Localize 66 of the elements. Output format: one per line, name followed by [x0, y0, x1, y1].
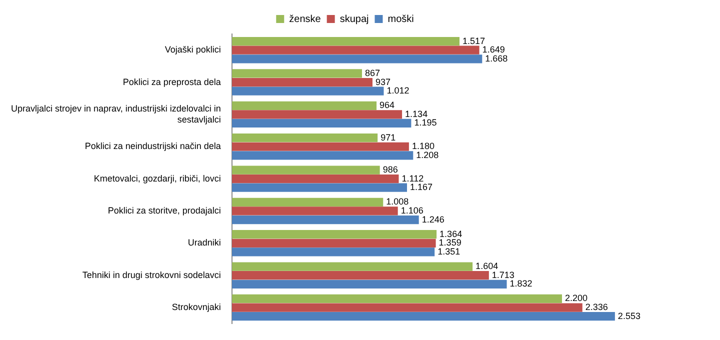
bar	[232, 101, 377, 110]
bar	[232, 142, 409, 151]
data-label: 1.008	[386, 196, 409, 207]
data-label: 1.208	[416, 150, 439, 160]
data-label: 937	[375, 76, 391, 87]
bar	[232, 166, 380, 174]
bar	[232, 174, 399, 184]
data-label: 1.167	[410, 182, 433, 192]
data-label: 1.134	[405, 108, 428, 119]
bar	[232, 206, 398, 216]
data-label: 1.112	[402, 173, 424, 184]
data-label: 1.713	[492, 270, 514, 280]
legend-label: moški	[388, 14, 414, 25]
bar	[232, 230, 437, 239]
legend-label: skupaj	[340, 14, 369, 25]
data-label: 2.336	[585, 302, 608, 312]
y-tick-label: Uradniki	[188, 238, 221, 248]
y-tick-label: Tehniki in drugi strokovni sodelavci	[82, 270, 221, 280]
bar	[232, 262, 473, 271]
bar	[232, 303, 582, 312]
data-label: 1.364	[440, 228, 462, 239]
bar	[232, 54, 482, 64]
data-label: 1.604	[476, 261, 498, 272]
data-label: 1.832	[510, 278, 532, 289]
bar	[232, 78, 372, 87]
data-label: 1.195	[414, 118, 437, 128]
bar	[232, 294, 562, 304]
data-label: 2.200	[564, 293, 588, 304]
data-label: 1.359	[438, 238, 462, 248]
y-tick-label: Vojaški poklici	[164, 44, 221, 55]
data-label: 867	[364, 68, 380, 78]
bar	[232, 86, 384, 96]
y-tick-label: Strokovnjaki	[172, 302, 221, 312]
bar	[232, 215, 419, 224]
bar	[232, 198, 384, 206]
bar	[232, 110, 402, 119]
y-tick-label: Upravljalci strojev in naprav, industrijski izdelovalci in sestavljalci	[10, 104, 221, 124]
legend-label: ženske	[289, 14, 322, 25]
bar	[232, 248, 435, 256]
bar	[232, 271, 489, 280]
y-tick-label: Poklici za neindustrijski način dela	[84, 141, 221, 152]
y-tick-label: Poklici za storitve, prodajalci	[108, 205, 221, 216]
bar	[232, 46, 480, 54]
data-label: 1.668	[485, 53, 508, 64]
bar	[232, 36, 460, 46]
data-label: 1.180	[412, 141, 434, 152]
bar	[232, 69, 362, 78]
data-label: 964	[380, 100, 395, 110]
data-label: 1.649	[482, 44, 505, 55]
data-label: 1.351	[438, 246, 460, 256]
bar	[232, 238, 436, 248]
data-label: 2.553	[618, 310, 640, 321]
data-label: 1.517	[462, 36, 486, 46]
data-label: 971	[380, 132, 396, 142]
data-label: 1.106	[400, 205, 424, 216]
bar	[232, 151, 414, 160]
bar	[232, 134, 378, 142]
data-label: 1.246	[422, 214, 444, 224]
y-tick-label: Poklici za preprosta dela	[122, 76, 221, 87]
data-label: 986	[382, 164, 398, 174]
bar	[232, 312, 615, 321]
data-label: 1.012	[386, 86, 410, 96]
bar	[232, 280, 507, 288]
bar	[232, 183, 407, 192]
y-tick-label: Kmetovalci, gozdarji, ribiči, lovci	[94, 173, 221, 184]
bar	[232, 118, 412, 128]
